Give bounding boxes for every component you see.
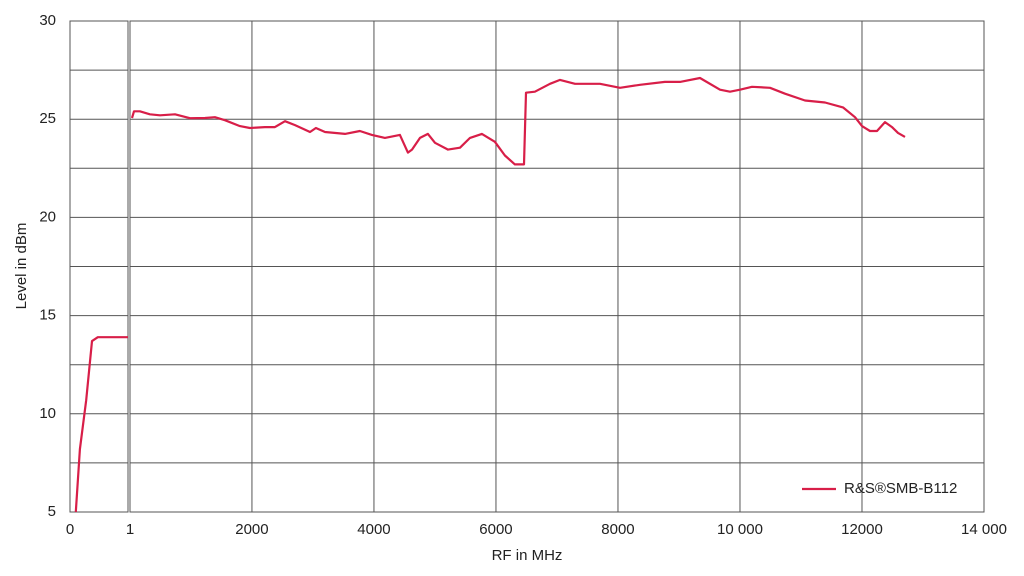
legend-label: R&S®SMB-B112 [844,480,957,497]
x-tick-label: 0 [66,521,74,538]
x-axis-label: RF in MHz [492,547,563,564]
y-tick-label: 30 [39,12,56,29]
y-tick-label: 20 [39,208,56,225]
x-tick-label: 1 [126,521,134,538]
data-line [74,336,128,513]
y-axis-label: Level in dBm [13,223,30,310]
x-tick-label: 2000 [235,521,268,538]
x-tick-label: 4000 [357,521,390,538]
y-tick-label: 25 [39,110,56,127]
x-tick-label: 12000 [841,521,883,538]
x-tick-label: 6000 [479,521,512,538]
x-tick-label: 10 000 [717,521,763,538]
x-tick-label: 14 000 [961,521,1007,538]
y-tick-label: 15 [39,307,56,324]
data-line [130,76,906,166]
x-tick-label: 8000 [601,521,634,538]
y-tick-label: 10 [39,405,56,422]
y-tick-label: 5 [48,503,56,520]
